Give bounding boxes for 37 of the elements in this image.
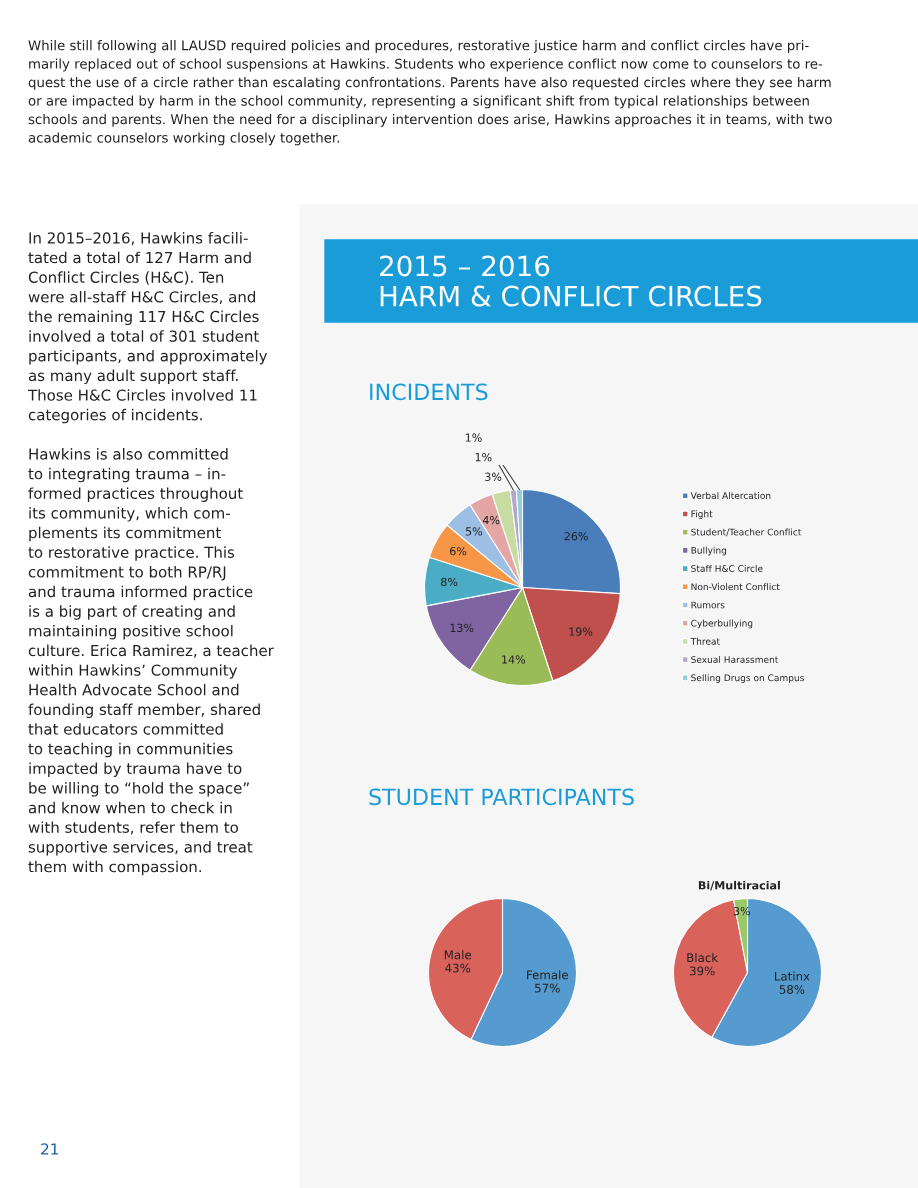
data-label: 5% [465, 527, 483, 536]
legend-label: Selling Drugs on Campus [691, 674, 804, 683]
text: While still following all LAUSD required policies and procedures, restorative justice harm and conflict circles have pri- marily replaced out of school suspensions at Hawkins. Students who experience conflict now come to counselors to re- quest the use of a circle rather than escalating confrontations. Parents have also requested circles where they see harm or are impacted by harm in the school community, representing a significant shift from typical relationships between schools and parents. When the need for a disciplinary intervention does arise, Hawkins approaches it in teams, with two academic counselors working closely together. [28, 40, 832, 146]
slice-label: Female [527, 970, 568, 980]
chart-subtitle: INCIDENTS [370, 383, 488, 401]
legend-label: Threat [690, 637, 720, 645]
data-label: 4% [482, 515, 500, 525]
data-label: 13% [450, 623, 474, 633]
data-label: 1% [475, 452, 492, 462]
text: 21 [41, 1143, 59, 1155]
slice-label: Bi/Multiracial [698, 880, 780, 891]
data-label: 58% [779, 985, 805, 994]
data-label: 57% [535, 983, 560, 993]
legend-label: Bullying [691, 546, 727, 556]
data-label: 6% [450, 546, 467, 556]
data-label: 19% [569, 627, 593, 636]
data-label: 14% [502, 655, 526, 664]
legend-label: Staff H&C Circle [691, 564, 763, 572]
data-label: 39% [689, 966, 715, 976]
legend-label: Rumors [691, 601, 725, 609]
data-label: 43% [445, 963, 471, 973]
data-label: 26% [564, 532, 588, 541]
legend-label: Student/Teacher Conflict [691, 528, 802, 537]
slice-label: Latinx [775, 971, 810, 981]
text: In 2015–2016, Hawkins facili- tated a total of 127 Harm and Conflict Circles (H&C). Ten were all-staff H&C Circles, and the remaining 117 H&C Circles involved a total of 301 student participants, and approximately as many adult support staff. Those H&C Circles involved 11 categories of incidents. Hawkins is also committed to integrating trauma – in- formed practices throughout its community, which com- plements its commitment to restorative practice. This commitment to both RP/RJ and trauma informed practice is a big part of creating and maintaining positive school culture. Erica Ramirez, a teacher within Hawkins’ Community Health Advocate School and founding staff member, shared that educators committed to teaching in communities impacted by trauma have to be willing to “hold the space” and know when to check in with students, refer them to supportive services, and treat them with compassion. [27, 232, 274, 876]
slice-label: Male [444, 950, 472, 960]
data-label: 3% [485, 472, 502, 481]
chart-title: 2015 – 2016 HARM & CONFLICT CIRCLES [380, 255, 762, 307]
chart-title: STUDENT PARTICIPANTS [369, 788, 634, 806]
legend-label: Sexual Harassment [691, 656, 779, 663]
slice-label: Black [687, 953, 719, 963]
data-label: 8% [441, 577, 458, 587]
legend-label: Fight [691, 510, 713, 519]
legend-label: Cyberbullying [691, 619, 753, 629]
legend-label: Verbal Altercation [690, 492, 771, 500]
legend-label: Non-Violent Conflict [691, 583, 780, 591]
data-label: 1% [465, 433, 482, 442]
